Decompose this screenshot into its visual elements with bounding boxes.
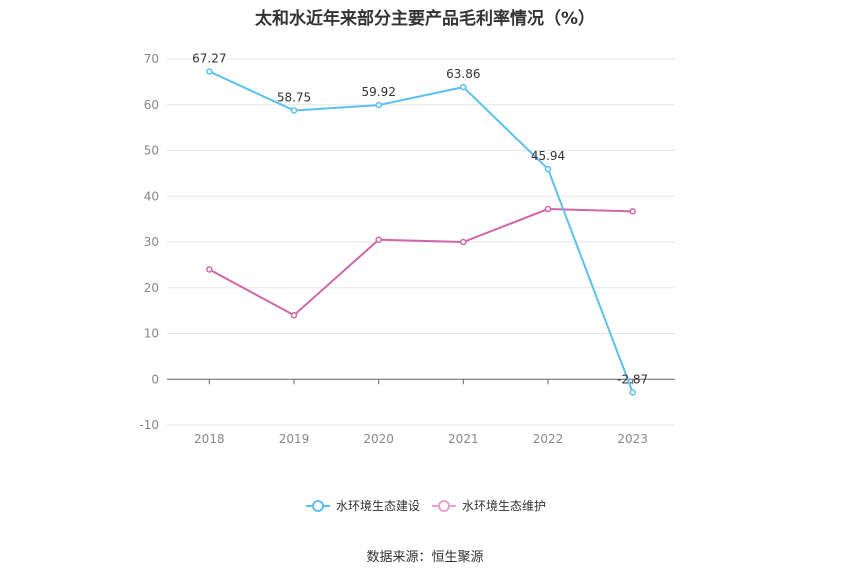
legend-marker-icon — [312, 500, 324, 512]
series-line-2 — [208, 208, 633, 317]
data-point — [544, 165, 552, 173]
data-point — [206, 68, 213, 75]
data-label: 67.27 — [192, 51, 226, 65]
data-label: -2.87 — [617, 372, 648, 386]
data-label: 63.86 — [446, 67, 480, 81]
x-tick-label: 2019 — [279, 432, 310, 446]
data-point — [460, 238, 467, 246]
data-point — [290, 311, 298, 319]
y-tick-label: 20 — [144, 281, 159, 295]
legend-marker-icon — [438, 500, 450, 512]
data-label: 59.92 — [361, 85, 395, 99]
y-tick-label: 50 — [144, 144, 159, 158]
x-axis: 2018 2019 2020 2021 2022 2023 — [194, 379, 648, 446]
y-tick-label: -10 — [139, 418, 159, 432]
x-tick-label: 2021 — [448, 432, 479, 446]
data-label: 58.75 — [277, 90, 311, 104]
data-point — [460, 83, 467, 91]
x-tick-label: 2023 — [617, 432, 648, 446]
y-tick-label: 10 — [144, 327, 159, 341]
data-point — [544, 205, 552, 213]
source-note: 数据来源：恒生聚源 — [366, 550, 484, 565]
y-axis: -10 0 10 20 30 40 50 60 70 — [139, 52, 159, 432]
data-point — [375, 236, 382, 243]
y-tick-label: 60 — [144, 98, 159, 112]
data-point — [629, 208, 636, 215]
x-tick-label: 2018 — [194, 432, 225, 446]
series-line-1 — [208, 70, 634, 393]
y-tick-label: 70 — [144, 52, 159, 66]
legend-label: 水环境生态维护 — [462, 498, 546, 513]
x-tick-label: 2020 — [363, 432, 394, 446]
grid-lines — [167, 58, 675, 426]
y-tick-label: 30 — [144, 235, 159, 249]
data-label: 45.94 — [531, 149, 565, 163]
data-point — [206, 266, 213, 273]
y-tick-label: 40 — [144, 189, 159, 203]
series-layer: 67.27 58.75 59.92 63.86 45.94 -2.87 — [192, 51, 648, 396]
y-tick-label: 0 — [151, 372, 159, 386]
x-tick-label: 2022 — [533, 432, 564, 446]
data-point — [629, 389, 636, 396]
data-point — [290, 107, 298, 114]
legend: 水环境生态建设 水环境生态维护 — [306, 498, 546, 513]
chart-title: 太和水近年来部分主要产品毛利率情况（%） — [254, 9, 596, 29]
legend-label: 水环境生态建设 — [336, 498, 420, 513]
data-point — [375, 101, 382, 109]
